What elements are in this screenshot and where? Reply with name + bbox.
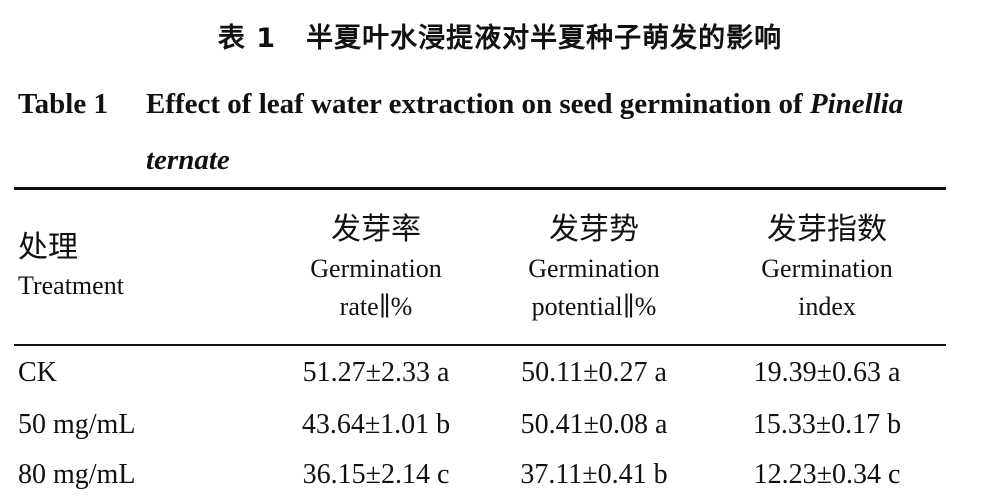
table-title-cn-text: 半夏叶水浸提液对半夏种子萌发的影响 <box>306 23 783 54</box>
table-title-en-text: Effect of leaf water extraction on seed … <box>146 88 810 120</box>
header-treatment-en: Treatment <box>18 271 124 300</box>
header-treatment: 处理 Treatment <box>18 228 124 304</box>
cell-index: 12.23±0.34 c <box>753 459 901 490</box>
header-germination-rate: 发芽率 Germination rate∥% <box>276 210 476 326</box>
table-number-cn: 表 1 <box>217 23 277 54</box>
table-title-english: Table 1 Effect of leaf water extraction o… <box>18 76 958 188</box>
cell-treatment: CK <box>18 357 57 388</box>
cell-potential: 37.11±0.41 b <box>520 459 668 490</box>
cell-index: 15.33±0.17 b <box>752 409 902 440</box>
header-potential-en1: Germination <box>528 254 660 283</box>
header-germination-index: 发芽指数 Germination index <box>722 210 932 326</box>
cell-potential: 50.41±0.08 a <box>520 409 668 440</box>
header-index-zh: 发芽指数 <box>767 212 887 247</box>
header-index-en1: Germination <box>761 254 893 283</box>
table-row: 50 mg/mL 43.64±1.01 b 50.41±0.08 a 15.33… <box>0 400 1000 450</box>
table-header-rule <box>14 344 946 346</box>
table-top-rule <box>14 187 946 190</box>
cell-rate: 36.15±2.14 c <box>302 459 450 490</box>
cell-potential: 50.11±0.27 a <box>521 357 667 388</box>
table-title-en-italic: Pinellia <box>809 88 904 120</box>
header-rate-en1: Germination <box>310 254 442 283</box>
cell-treatment: 50 mg/mL <box>18 409 136 440</box>
header-potential-zh: 发芽势 <box>549 212 639 247</box>
header-potential-en2: potential∥% <box>531 292 657 321</box>
header-treatment-zh: 处理 <box>18 230 78 265</box>
table-title-en-line2: ternate <box>146 144 230 176</box>
header-index-en2: index <box>798 292 856 321</box>
cell-rate: 51.27±2.33 a <box>302 357 450 388</box>
table-number-en: Table 1 <box>18 88 108 120</box>
table-title-chinese: 表 1 半夏叶水浸提液对半夏种子萌发的影响 <box>0 16 1000 55</box>
header-rate-en2: rate∥% <box>339 292 413 321</box>
cell-rate: 43.64±1.01 b <box>301 409 451 440</box>
cell-treatment: 80 mg/mL <box>18 459 136 490</box>
header-rate-zh: 发芽率 <box>331 212 421 247</box>
cell-index: 19.39±0.63 a <box>753 357 901 388</box>
table-row: CK 51.27±2.33 a 50.11±0.27 a 19.39±0.63 … <box>0 348 1000 398</box>
table-row: 80 mg/mL 36.15±2.14 c 37.11±0.41 b 12.23… <box>0 450 1000 500</box>
header-germination-potential: 发芽势 Germination potential∥% <box>494 210 694 326</box>
